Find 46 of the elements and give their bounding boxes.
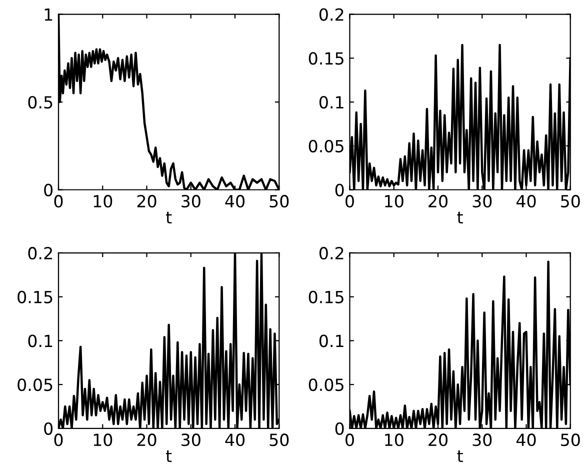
x-tick-label: 0 <box>54 194 63 208</box>
x-tick-label: 0 <box>54 434 63 446</box>
x-tick-label: 40 <box>516 194 536 208</box>
x-tick-label: 30 <box>182 434 200 446</box>
x-tick-label: 40 <box>516 434 536 446</box>
x-tick-label: 50 <box>270 434 289 446</box>
y-tick-label: 0.2 <box>319 246 344 260</box>
y-tick-label: 0.1 <box>319 334 344 348</box>
x-tick-label: 20 <box>137 434 156 446</box>
x-tick-label: 20 <box>428 434 448 446</box>
x-tick-label: 0 <box>346 434 354 446</box>
y-tick-label: 0 <box>335 184 344 196</box>
x-tick-label: 40 <box>225 434 245 446</box>
y-tick-label: 0.1 <box>319 96 344 109</box>
x-axis-title: t <box>166 450 172 462</box>
y-tick-label: 0 <box>44 422 53 435</box>
x-tick-label: 30 <box>472 434 492 446</box>
y-tick-label: 0.15 <box>18 290 52 304</box>
y-tick-label: 0.15 <box>308 290 344 304</box>
x-tick-label: 20 <box>428 194 448 208</box>
x-tick-label: 10 <box>94 194 112 208</box>
y-tick-label: 1 <box>44 8 52 21</box>
x-tick-label: 30 <box>472 194 492 208</box>
y-tick-label: 0.2 <box>319 8 344 21</box>
x-tick-label: 10 <box>385 194 404 208</box>
x-axis-title: t <box>457 450 463 462</box>
y-tick-label: 0.5 <box>28 96 52 109</box>
y-tick-label: 0.05 <box>18 378 52 392</box>
x-tick-label: 0 <box>346 194 354 208</box>
y-tick-label: 0.2 <box>28 246 52 260</box>
x-tick-label: 50 <box>270 194 289 208</box>
x-axis-title: t <box>166 212 172 224</box>
x-axis-title: t <box>457 212 463 224</box>
x-tick-label: 40 <box>225 194 245 208</box>
y-tick-label: 0.15 <box>308 52 344 65</box>
x-tick-label: 50 <box>561 194 580 208</box>
y-tick-label: 0 <box>335 422 344 435</box>
x-tick-label: 20 <box>137 194 156 208</box>
x-tick-label: 30 <box>182 194 200 208</box>
x-tick-label: 50 <box>561 434 580 446</box>
x-tick-label: 10 <box>385 434 404 446</box>
y-tick-label: 0 <box>44 184 53 196</box>
y-tick-label: 0.05 <box>308 140 344 152</box>
y-tick-label: 0.05 <box>308 378 344 392</box>
x-tick-label: 10 <box>94 434 112 446</box>
y-tick-label: 0.1 <box>28 334 52 348</box>
